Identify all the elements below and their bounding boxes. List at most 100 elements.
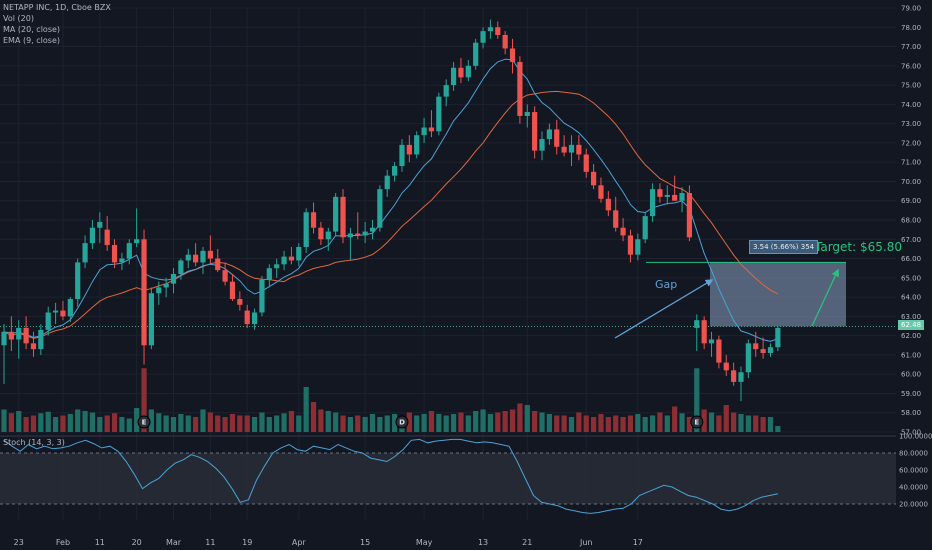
volume-bar bbox=[414, 415, 420, 432]
volume-bar bbox=[583, 415, 589, 432]
volume-bar bbox=[635, 414, 641, 432]
candle-body bbox=[443, 85, 449, 97]
volume-bar bbox=[480, 409, 486, 432]
volume-bar bbox=[745, 415, 751, 432]
candle-body bbox=[738, 372, 744, 382]
volume-bar bbox=[620, 417, 626, 432]
volume-bar bbox=[126, 418, 132, 432]
volume-bar bbox=[517, 403, 523, 432]
volume-bar bbox=[554, 415, 560, 432]
volume-bar bbox=[591, 417, 597, 432]
stoch-axis-label: 40.0000 bbox=[899, 484, 928, 492]
volume-bar bbox=[355, 415, 361, 432]
stoch-line bbox=[3, 438, 779, 514]
volume-bar bbox=[303, 387, 309, 432]
event-marker bbox=[137, 415, 151, 429]
symbol-title: NETAPP INC, 1D, Cboe BZX bbox=[3, 3, 111, 12]
candle-body bbox=[450, 67, 457, 86]
volume-bar bbox=[75, 409, 81, 432]
volume-bar bbox=[89, 412, 96, 432]
price-axis-label: 61.00 bbox=[901, 351, 921, 359]
candle-body bbox=[731, 370, 737, 382]
volume-bar bbox=[458, 412, 464, 432]
volume-bar bbox=[296, 415, 302, 432]
price-axis-label: 58.00 bbox=[901, 409, 921, 417]
candle-body bbox=[369, 227, 376, 232]
price-axis-label: 71.00 bbox=[901, 159, 921, 167]
volume-bar bbox=[156, 413, 162, 432]
volume-bar bbox=[546, 414, 552, 432]
volume-bar bbox=[369, 414, 376, 432]
volume-bar bbox=[104, 415, 110, 432]
candle-body bbox=[465, 65, 471, 78]
candle-body bbox=[244, 310, 250, 325]
ma-indicator-label: MA (20, close) bbox=[3, 25, 61, 34]
time-axis-label: Jun bbox=[579, 538, 593, 547]
volume-bar bbox=[347, 417, 353, 432]
candle-body bbox=[649, 189, 656, 217]
volume-bar bbox=[119, 417, 125, 432]
time-axis-label: 15 bbox=[360, 538, 370, 547]
volume-bar bbox=[605, 417, 611, 432]
last-price-tag: 62.48 bbox=[898, 320, 925, 330]
candle-body bbox=[8, 331, 14, 340]
candle-body bbox=[347, 233, 353, 238]
volume-bar bbox=[775, 426, 781, 432]
volume-bar bbox=[377, 417, 383, 432]
candle-body bbox=[642, 216, 648, 240]
candle-body bbox=[458, 67, 464, 78]
volume-bar bbox=[406, 412, 412, 432]
candle-body bbox=[708, 339, 715, 344]
candle-body bbox=[767, 347, 774, 353]
candle-body bbox=[67, 299, 73, 317]
candle-body bbox=[384, 175, 390, 190]
volume-bar bbox=[708, 412, 715, 432]
price-axis-label: 79.00 bbox=[901, 5, 921, 13]
volume-bar bbox=[222, 417, 228, 432]
volume-bar bbox=[362, 417, 368, 432]
candle-body bbox=[635, 239, 641, 255]
price-axis-label: 69.00 bbox=[901, 197, 921, 205]
candle-body bbox=[215, 258, 221, 271]
candle-body bbox=[229, 281, 236, 300]
candle-body bbox=[185, 254, 191, 261]
candle-body bbox=[274, 264, 280, 269]
candle-body bbox=[495, 27, 501, 35]
volume-bar bbox=[310, 402, 317, 432]
volume-bar bbox=[473, 411, 479, 432]
event-marker-label: E bbox=[694, 419, 699, 427]
price-axis-label: 62.00 bbox=[901, 332, 921, 340]
candle-body bbox=[60, 310, 66, 317]
candle-body bbox=[75, 262, 81, 300]
volume-bar bbox=[384, 415, 390, 432]
volume-bar bbox=[148, 409, 154, 432]
time-axis-label: 17 bbox=[633, 538, 643, 547]
volume-bar bbox=[738, 414, 744, 432]
price-axis-label: 76.00 bbox=[901, 62, 921, 70]
candle-body bbox=[539, 139, 545, 151]
candle-body bbox=[701, 320, 707, 344]
candle-body bbox=[163, 283, 169, 288]
price-axis-label: 67.00 bbox=[901, 236, 921, 244]
volume-bar bbox=[193, 417, 199, 432]
volume-bar bbox=[487, 414, 494, 432]
candle-body bbox=[428, 127, 435, 132]
candle-body bbox=[23, 327, 29, 344]
volume-bar bbox=[532, 411, 538, 432]
candle-body bbox=[657, 189, 663, 197]
candle-body bbox=[30, 343, 37, 350]
candle-body bbox=[134, 239, 140, 244]
price-axis-label: 66.00 bbox=[901, 255, 921, 263]
candle-body bbox=[694, 320, 700, 328]
volume-bar bbox=[561, 415, 567, 432]
event-marker bbox=[690, 415, 704, 429]
price-axis-label: 63.00 bbox=[901, 313, 921, 321]
candle-body bbox=[111, 245, 118, 263]
volume-bar bbox=[266, 417, 272, 432]
volume-bar bbox=[598, 414, 604, 432]
stoch-band bbox=[0, 453, 896, 504]
volume-bar bbox=[207, 412, 213, 432]
volume-bar bbox=[524, 405, 530, 432]
stoch-axis-label: 20.0000 bbox=[899, 501, 928, 509]
candle-body bbox=[686, 193, 693, 238]
